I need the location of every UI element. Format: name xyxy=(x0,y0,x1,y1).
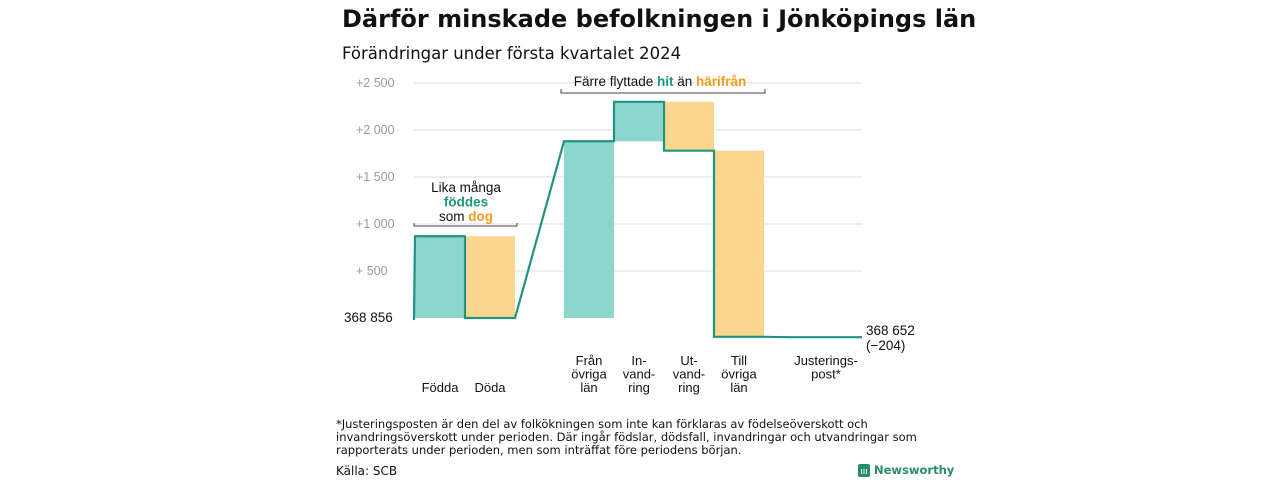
brand-logo: Newsworthy xyxy=(858,463,954,477)
annotation-bracket xyxy=(560,89,766,94)
annotation-span: härifrån xyxy=(696,74,746,89)
end-value-label: 368 652 xyxy=(866,323,915,338)
annotation-span: föddes xyxy=(444,195,488,210)
category-label: Döda xyxy=(474,380,506,395)
category-label: post* xyxy=(811,367,841,382)
category-label: län xyxy=(730,380,747,395)
category-label: län xyxy=(580,380,597,395)
annotation-span: som xyxy=(439,209,468,224)
annotation-text: föddes xyxy=(444,195,488,210)
category-label: Justerings- xyxy=(794,353,858,368)
annotation-text: som dog xyxy=(439,209,493,224)
chart-title: Därför minskade befolkningen i Jönköping… xyxy=(342,5,977,33)
step-line xyxy=(412,100,862,339)
bar xyxy=(415,236,465,318)
category-label: ring xyxy=(628,380,650,395)
annotation-span: Färre flyttade xyxy=(574,74,657,89)
y-tick-label: + 500 xyxy=(356,264,388,278)
annotation-text: Färre flyttade hit än härifrån xyxy=(574,74,747,89)
category-label: ring xyxy=(678,380,700,395)
annotation-span: än xyxy=(673,74,696,89)
bar xyxy=(714,150,764,337)
category-label: vand- xyxy=(673,367,706,382)
category-label: Ut- xyxy=(680,353,697,368)
category-label: Till xyxy=(731,353,747,368)
y-tick-label: +2 500 xyxy=(356,76,395,90)
category-label: övriga xyxy=(571,367,607,382)
bar xyxy=(465,236,515,318)
annotation-bracket xyxy=(413,223,518,227)
annotation-span: dog xyxy=(468,209,493,224)
bar xyxy=(614,101,664,142)
annotation-span: Lika många xyxy=(431,180,501,195)
brand-name: Newsworthy xyxy=(874,463,955,477)
category-label: övriga xyxy=(721,367,757,382)
category-label: In- xyxy=(631,353,646,368)
y-tick-label: +2 000 xyxy=(356,123,395,137)
category-label: Födda xyxy=(422,380,460,395)
end-value-label: (−204) xyxy=(866,338,905,353)
footnote: *Justeringsposten är den del av folkökni… xyxy=(336,417,917,457)
bar xyxy=(664,101,714,151)
y-tick-label: +1 500 xyxy=(356,170,395,184)
annotation-span: hit xyxy=(657,74,674,89)
bar xyxy=(564,141,614,318)
base-value-label: 368 856 xyxy=(344,310,393,325)
bar-chart-icon xyxy=(858,463,870,477)
chart-subtitle: Förändringar under första kvartalet 2024 xyxy=(342,44,682,63)
category-label: vand- xyxy=(623,367,656,382)
y-tick-label: +1 000 xyxy=(356,217,395,231)
category-label: Från xyxy=(576,353,603,368)
source-credit: Källa: SCB xyxy=(336,464,398,478)
annotation-text: Lika många xyxy=(431,180,501,195)
